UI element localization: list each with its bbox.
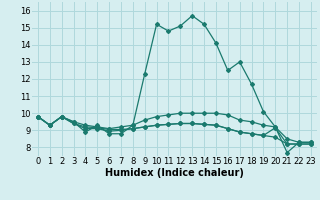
X-axis label: Humidex (Indice chaleur): Humidex (Indice chaleur) bbox=[105, 168, 244, 178]
